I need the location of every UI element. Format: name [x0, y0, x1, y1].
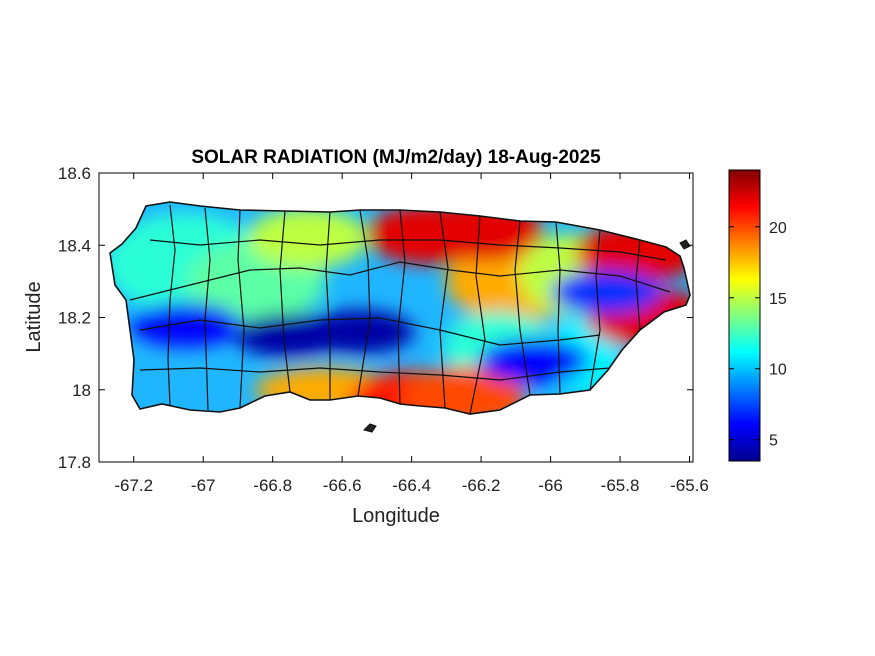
x-tick-label: -65.6 [670, 476, 709, 495]
field-region [247, 208, 368, 269]
x-tick-label: -66 [538, 476, 563, 495]
low-radiation-region [304, 309, 415, 354]
low-radiation-region [130, 302, 241, 347]
border-line [237, 209, 245, 409]
low-radiation-region [551, 270, 662, 315]
island-coastline [109, 201, 691, 415]
offshore-islet [679, 239, 691, 250]
border-line [139, 367, 611, 381]
border-line [589, 229, 601, 391]
border-line [555, 221, 561, 395]
border-line [204, 207, 211, 411]
x-tick-label: -65.8 [601, 476, 640, 495]
y-tick-label: 18.2 [58, 309, 91, 328]
border-line [167, 204, 176, 406]
colorbar-tick-label: 20 [769, 220, 787, 237]
x-tick-label: -66.8 [253, 476, 292, 495]
border-line [357, 209, 371, 397]
offshore-islet [363, 423, 377, 433]
low-radiation-region [478, 338, 589, 383]
border-line [139, 317, 601, 346]
colorbar-tick-label: 5 [769, 433, 778, 450]
border-line [635, 239, 641, 331]
y-axis: 18.6 18.4 18.2 18 17.8 [58, 164, 693, 472]
y-tick-label: 18 [72, 381, 91, 400]
municipality-borders [129, 204, 671, 414]
border-line [469, 215, 486, 414]
y-tick-label: 18.4 [58, 236, 91, 255]
border-line [129, 261, 671, 301]
x-tick-label: -66.6 [323, 476, 362, 495]
y-tick-label: 17.8 [58, 453, 91, 472]
x-tick-label: -67 [191, 476, 216, 495]
colorbar [728, 169, 761, 462]
border-line [397, 209, 406, 405]
border-line [279, 210, 291, 393]
x-axis: -67.2 -67 -66.8 -66.6 -66.4 -66.2 -66 -65.8 -65.… [114, 173, 709, 495]
map-title: SOLAR RADIATION (MJ/m2/day) 18-Aug-2025 [191, 147, 601, 168]
border-line [325, 211, 331, 400]
y-axis-label: Latitude [23, 281, 45, 352]
x-axis-label: Longitude [352, 505, 440, 527]
colorbar-tick-label: 15 [769, 291, 787, 308]
colorbar-tick-label: 10 [769, 362, 787, 379]
x-tick-label: -66.4 [392, 476, 431, 495]
y-tick-label: 18.6 [58, 164, 91, 183]
x-tick-label: -66.2 [462, 476, 501, 495]
border-line [149, 239, 667, 261]
colorbar-ticks: 20 15 10 5 [729, 220, 787, 450]
x-tick-label: -67.2 [114, 476, 153, 495]
